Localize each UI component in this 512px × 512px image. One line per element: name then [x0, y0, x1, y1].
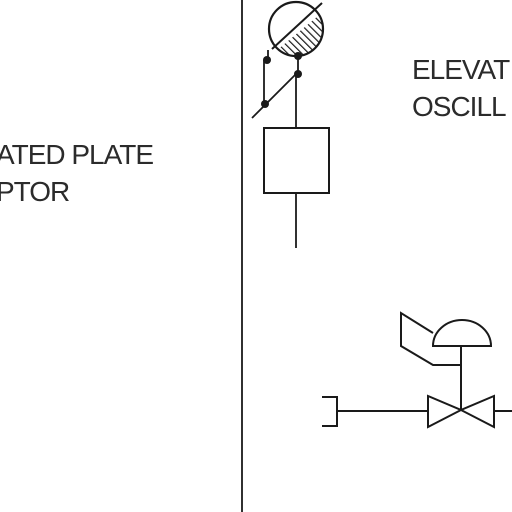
valve-body-left: [427, 394, 464, 429]
valve-body-right: [458, 394, 495, 429]
left-label-line-2: PTOR: [0, 176, 70, 207]
control-valve: [322, 311, 512, 429]
instrument-circle: [267, 0, 325, 58]
left-label-line-1: ATED PLATE: [0, 139, 154, 170]
right-label-line-2: OSCILL: [412, 91, 507, 122]
circle-connector-lines: [251, 50, 299, 119]
right-label-line-1: ELEVAT: [412, 54, 510, 85]
signal-tube: [400, 311, 461, 366]
pipe-end-cap: [322, 396, 338, 427]
actuator-dome: [431, 319, 493, 347]
function-block: [263, 127, 330, 194]
